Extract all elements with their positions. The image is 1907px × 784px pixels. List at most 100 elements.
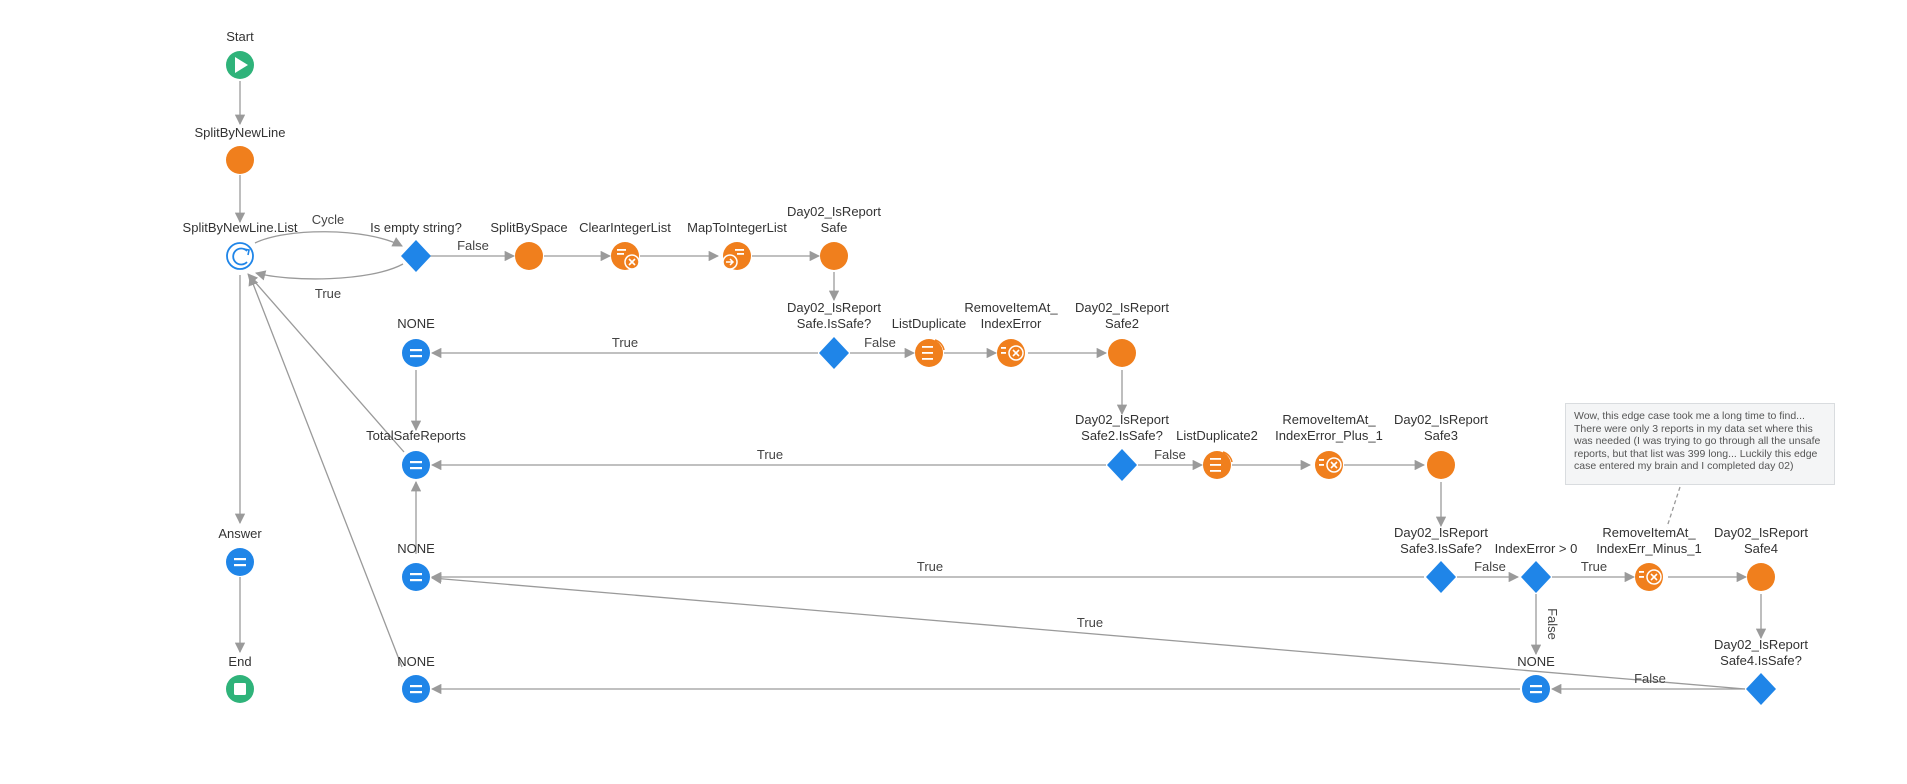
comment-note[interactable]: Wow, this edge case took me a long time …: [1565, 403, 1835, 485]
remove-item-plus1-label-line2: IndexError_Plus_1: [1275, 428, 1383, 443]
is-report-safe3-label-line1: Day02_IsReport: [1394, 412, 1488, 427]
is-report-safe4-label-line1: Day02_IsReport: [1714, 525, 1808, 540]
decision-diamond: [1107, 449, 1137, 481]
is-safe-label-line1: Day02_IsReport: [787, 300, 881, 315]
is-report-safe4-node[interactable]: Day02_IsReport Safe4: [1714, 525, 1808, 591]
is-empty-decision[interactable]: Is empty string?: [370, 220, 462, 272]
map-to-integer-list-node[interactable]: MapToIntegerList: [687, 220, 787, 270]
note-line-3: was needed (I was trying to go through a…: [1574, 435, 1821, 447]
edge-labels: Cycle True False True False True False T…: [312, 212, 1666, 686]
decision-diamond: [1521, 561, 1551, 593]
action-circle: [226, 146, 254, 174]
clear-integer-list-label: ClearIntegerList: [579, 220, 671, 235]
answer-node[interactable]: Answer: [218, 526, 262, 576]
is-safe-decision[interactable]: Day02_IsReport Safe.IsSafe?: [787, 300, 881, 369]
action-circle: [1427, 451, 1455, 479]
edge-total-foreach[interactable]: [247, 273, 405, 453]
split-by-space-node[interactable]: SplitBySpace: [490, 220, 568, 270]
action-circle: [1108, 339, 1136, 367]
none-label-2: NONE: [397, 541, 435, 556]
remove-item-minus1-label-line2: IndexErr_Minus_1: [1596, 541, 1702, 556]
note-line-5: case entered my brain and I completed da…: [1574, 460, 1794, 472]
remove-icon: [1330, 461, 1338, 469]
clear-integer-list-node[interactable]: ClearIntegerList: [579, 220, 671, 270]
remove-item-minus1-node[interactable]: RemoveItemAt_ IndexErr_Minus_1: [1596, 525, 1702, 591]
list-duplicate-label: ListDuplicate: [892, 316, 966, 331]
equals-icon-bottom: [410, 579, 422, 582]
map-arrow-icon: [726, 258, 735, 266]
index-error-label: IndexError > 0: [1495, 541, 1578, 556]
equals-icon-top: [234, 558, 246, 561]
none-label-4: NONE: [397, 654, 435, 669]
edge-label-false-index: False: [1545, 608, 1560, 640]
list-icon-line2: [737, 253, 744, 255]
list-icon-line1: [617, 249, 626, 251]
assign-circle: [1522, 675, 1550, 703]
list-icon-line1: [1639, 571, 1644, 573]
is-safe4-decision[interactable]: Day02_IsReport Safe4.IsSafe?: [1714, 637, 1808, 705]
decision-diamond: [401, 240, 431, 272]
list-icon-line2: [617, 253, 624, 255]
is-report-safe-label-line1: Day02_IsReport: [787, 204, 881, 219]
assign-circle: [402, 563, 430, 591]
is-report-safe-label-line2: Safe: [821, 220, 848, 235]
remove-item-index-error-node[interactable]: RemoveItemAt_ IndexError: [964, 300, 1058, 367]
list-duplicate-node[interactable]: ListDuplicate: [892, 316, 966, 367]
list-icon-line3: [1210, 470, 1221, 472]
is-safe2-decision[interactable]: Day02_IsReport Safe2.IsSafe?: [1075, 412, 1169, 481]
none-node-1[interactable]: NONE: [397, 316, 435, 367]
edge-label-true-safe4: True: [1077, 615, 1103, 630]
action-circle: [515, 242, 543, 270]
remove-item-plus1-label-line1: RemoveItemAt_: [1282, 412, 1376, 427]
list-icon-line1: [922, 346, 933, 348]
clear-icon: [628, 258, 636, 266]
is-safe4-label-line1: Day02_IsReport: [1714, 637, 1808, 652]
is-safe2-label-line1: Day02_IsReport: [1075, 412, 1169, 427]
note-line-1: Wow, this edge case took me a long time …: [1574, 410, 1805, 422]
list-icon-line2: [1319, 464, 1324, 466]
list-icon-line1: [1210, 458, 1221, 460]
is-report-safe-node[interactable]: Day02_IsReport Safe: [787, 204, 881, 270]
assign-circle: [402, 675, 430, 703]
foreach-label: SplitByNewLine.List: [183, 220, 298, 235]
is-report-safe2-label-line2: Safe2: [1105, 316, 1139, 331]
edge-none4-foreach[interactable]: [248, 275, 403, 668]
none-node-4[interactable]: NONE: [397, 654, 435, 703]
equals-icon-bottom: [234, 564, 246, 567]
remove-item-plus1-node[interactable]: RemoveItemAt_ IndexError_Plus_1: [1275, 412, 1383, 479]
edge-empty-true[interactable]: [254, 263, 404, 281]
edge-label-true-safe3: True: [917, 559, 943, 574]
start-label: Start: [226, 29, 254, 44]
is-report-safe2-node[interactable]: Day02_IsReport Safe2: [1075, 300, 1169, 367]
start-node[interactable]: Start: [226, 29, 254, 79]
split-by-new-line-node[interactable]: SplitByNewLine: [194, 125, 286, 174]
loop-icon: [232, 247, 248, 266]
list-duplicate2-node[interactable]: ListDuplicate2: [1176, 428, 1258, 479]
equals-icon-bottom: [410, 355, 422, 358]
none-node-3[interactable]: NONE: [1517, 654, 1555, 703]
equals-icon-bottom: [410, 467, 422, 470]
list-icon-line2: [1210, 464, 1221, 466]
edge-cycle[interactable]: [254, 231, 403, 247]
remove-item-index-error-label-line2: IndexError: [981, 316, 1042, 331]
edge-safe4-true[interactable]: [430, 573, 1746, 690]
remove-icon: [1012, 349, 1020, 357]
loop-arrow-icon: [243, 248, 250, 256]
play-icon: [235, 57, 248, 73]
list-icon-line1: [1001, 347, 1006, 349]
is-safe3-label-line1: Day02_IsReport: [1394, 525, 1488, 540]
stop-icon: [234, 683, 246, 695]
is-safe3-decision[interactable]: Day02_IsReport Safe3.IsSafe?: [1394, 525, 1488, 593]
total-safe-reports-label: TotalSafeReports: [366, 428, 466, 443]
answer-label: Answer: [218, 526, 262, 541]
is-report-safe3-node[interactable]: Day02_IsReport Safe3: [1394, 412, 1488, 479]
end-node[interactable]: End: [226, 654, 254, 703]
none-node-2[interactable]: NONE: [397, 541, 435, 591]
total-safe-reports-node[interactable]: TotalSafeReports: [366, 428, 466, 479]
edge-label-cycle: Cycle: [312, 212, 345, 227]
remove-item-minus1-label-line1: RemoveItemAt_: [1602, 525, 1696, 540]
index-error-decision[interactable]: IndexError > 0: [1495, 541, 1578, 593]
is-safe-label-line2: Safe.IsSafe?: [797, 316, 871, 331]
foreach-node[interactable]: SplitByNewLine.List: [183, 220, 298, 270]
